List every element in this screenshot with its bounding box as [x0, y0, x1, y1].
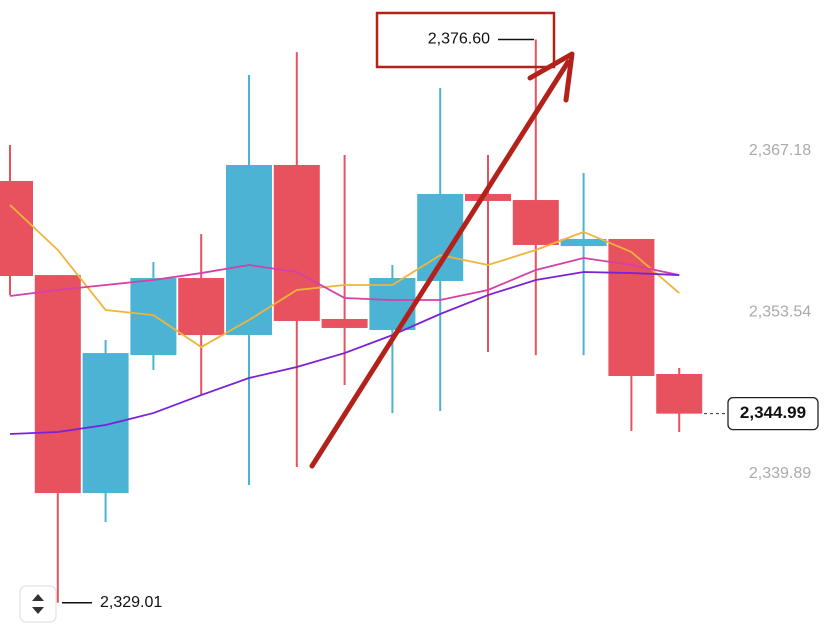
candle-body: [656, 374, 703, 414]
y-tick-label: 2,367.18: [749, 142, 811, 159]
candle-body: [560, 238, 607, 247]
candle-body: [608, 238, 655, 377]
candle-body: [34, 275, 81, 494]
button-icon: [32, 594, 44, 614]
moving-average: [9, 204, 680, 349]
candle-body: [512, 200, 559, 245]
moving-average: [9, 271, 680, 435]
max-price-label: 2,376.60: [428, 31, 490, 48]
last-price-label: 2,344.99: [740, 403, 806, 422]
candle-body: [273, 164, 320, 321]
candle-body: [0, 180, 33, 277]
candle-body: [465, 193, 511, 201]
y-tick-label: 2,353.54: [749, 304, 811, 321]
plot-area: 2,367.18 2,353.54 2,339.89: [0, 39, 811, 603]
y-tick-label: 2,339.89: [749, 465, 811, 482]
trend-arrow: [309, 59, 571, 469]
last-price-box: [727, 397, 819, 431]
highlight-box: [375, 11, 556, 69]
candle-body: [178, 278, 225, 336]
min-price-label: 2,329.01: [100, 594, 162, 611]
candle-body: [82, 353, 129, 494]
moving-average: [9, 257, 680, 301]
candle-body: [369, 278, 416, 330]
candle-body: [130, 278, 177, 356]
arrow-head: [527, 51, 575, 103]
candle-body: [226, 164, 272, 336]
button-frame[interactable]: [19, 585, 57, 623]
candle-body: [321, 318, 368, 328]
scroll-button[interactable]: [19, 585, 57, 623]
